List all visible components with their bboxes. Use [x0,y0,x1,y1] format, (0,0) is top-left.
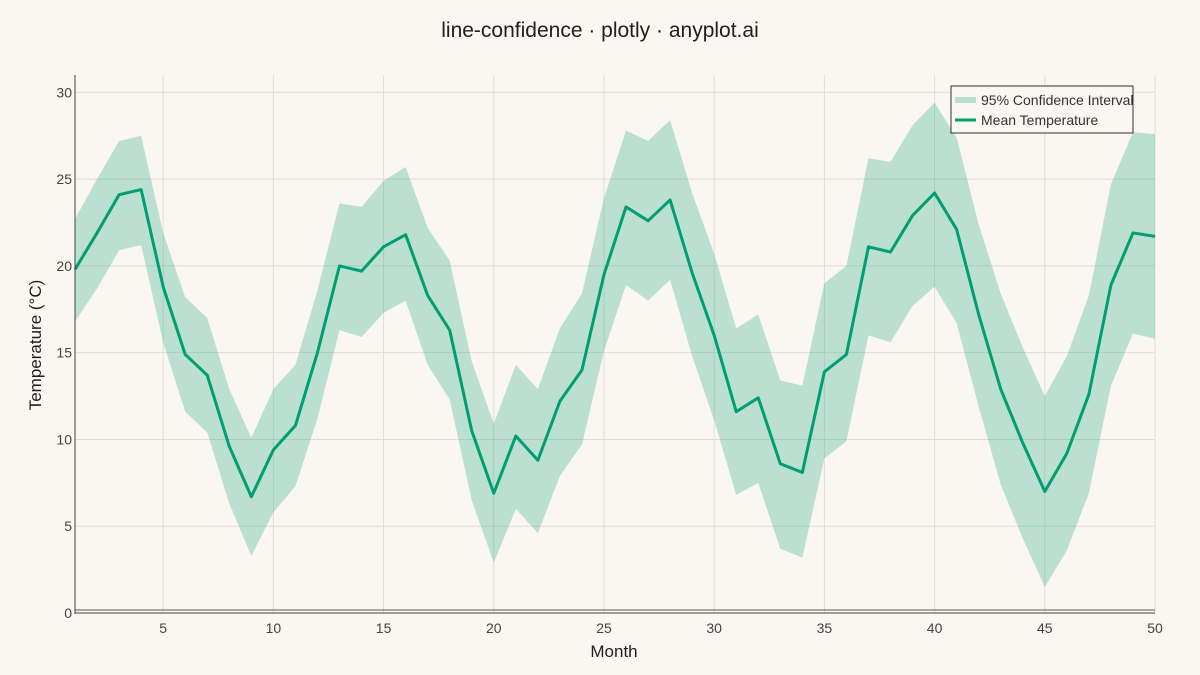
x-tick-labels: 5 10 15 20 25 30 35 40 45 50 [159,620,1163,636]
legend-band-swatch [955,97,976,103]
x-tick-label: 20 [486,620,502,636]
y-tick-labels: 0 5 10 15 20 25 30 [56,84,72,621]
legend-item-confidence-interval[interactable]: 95% Confidence Interval [981,92,1134,108]
x-tick-label: 15 [376,620,392,636]
legend: 95% Confidence Interval Mean Temperature [950,85,1134,134]
x-tick-label: 25 [596,620,612,636]
axes [74,75,1155,614]
x-tick-label: 30 [706,620,722,636]
mean-temperature-line [73,188,1156,499]
confidence-band [75,102,1155,587]
y-tick-label: 15 [56,345,72,361]
chart-title: line-confidence · plotly · anyplot.ai [441,19,759,42]
y-tick-label: 25 [56,171,72,187]
confidence-band-layer [75,102,1155,587]
y-tick-label: 5 [64,518,72,534]
x-tick-label: 10 [266,620,282,636]
legend-item-mean-temperature[interactable]: Mean Temperature [981,112,1098,128]
x-tick-label: 40 [927,620,943,636]
x-tick-label: 5 [159,620,167,636]
y-tick-label: 0 [64,605,72,621]
mean-line-layer [73,188,1156,499]
x-tick-label: 50 [1147,620,1163,636]
y-tick-label: 30 [56,84,72,100]
y-tick-label: 20 [56,258,72,274]
x-tick-label: 35 [817,620,833,636]
x-tick-label: 45 [1037,620,1053,636]
x-axis-label: Month [590,642,637,661]
grid-lines [75,75,1156,613]
legend-box [950,85,1134,134]
y-tick-label: 10 [56,431,72,447]
y-axis-label: Temperature (°C) [26,280,45,411]
